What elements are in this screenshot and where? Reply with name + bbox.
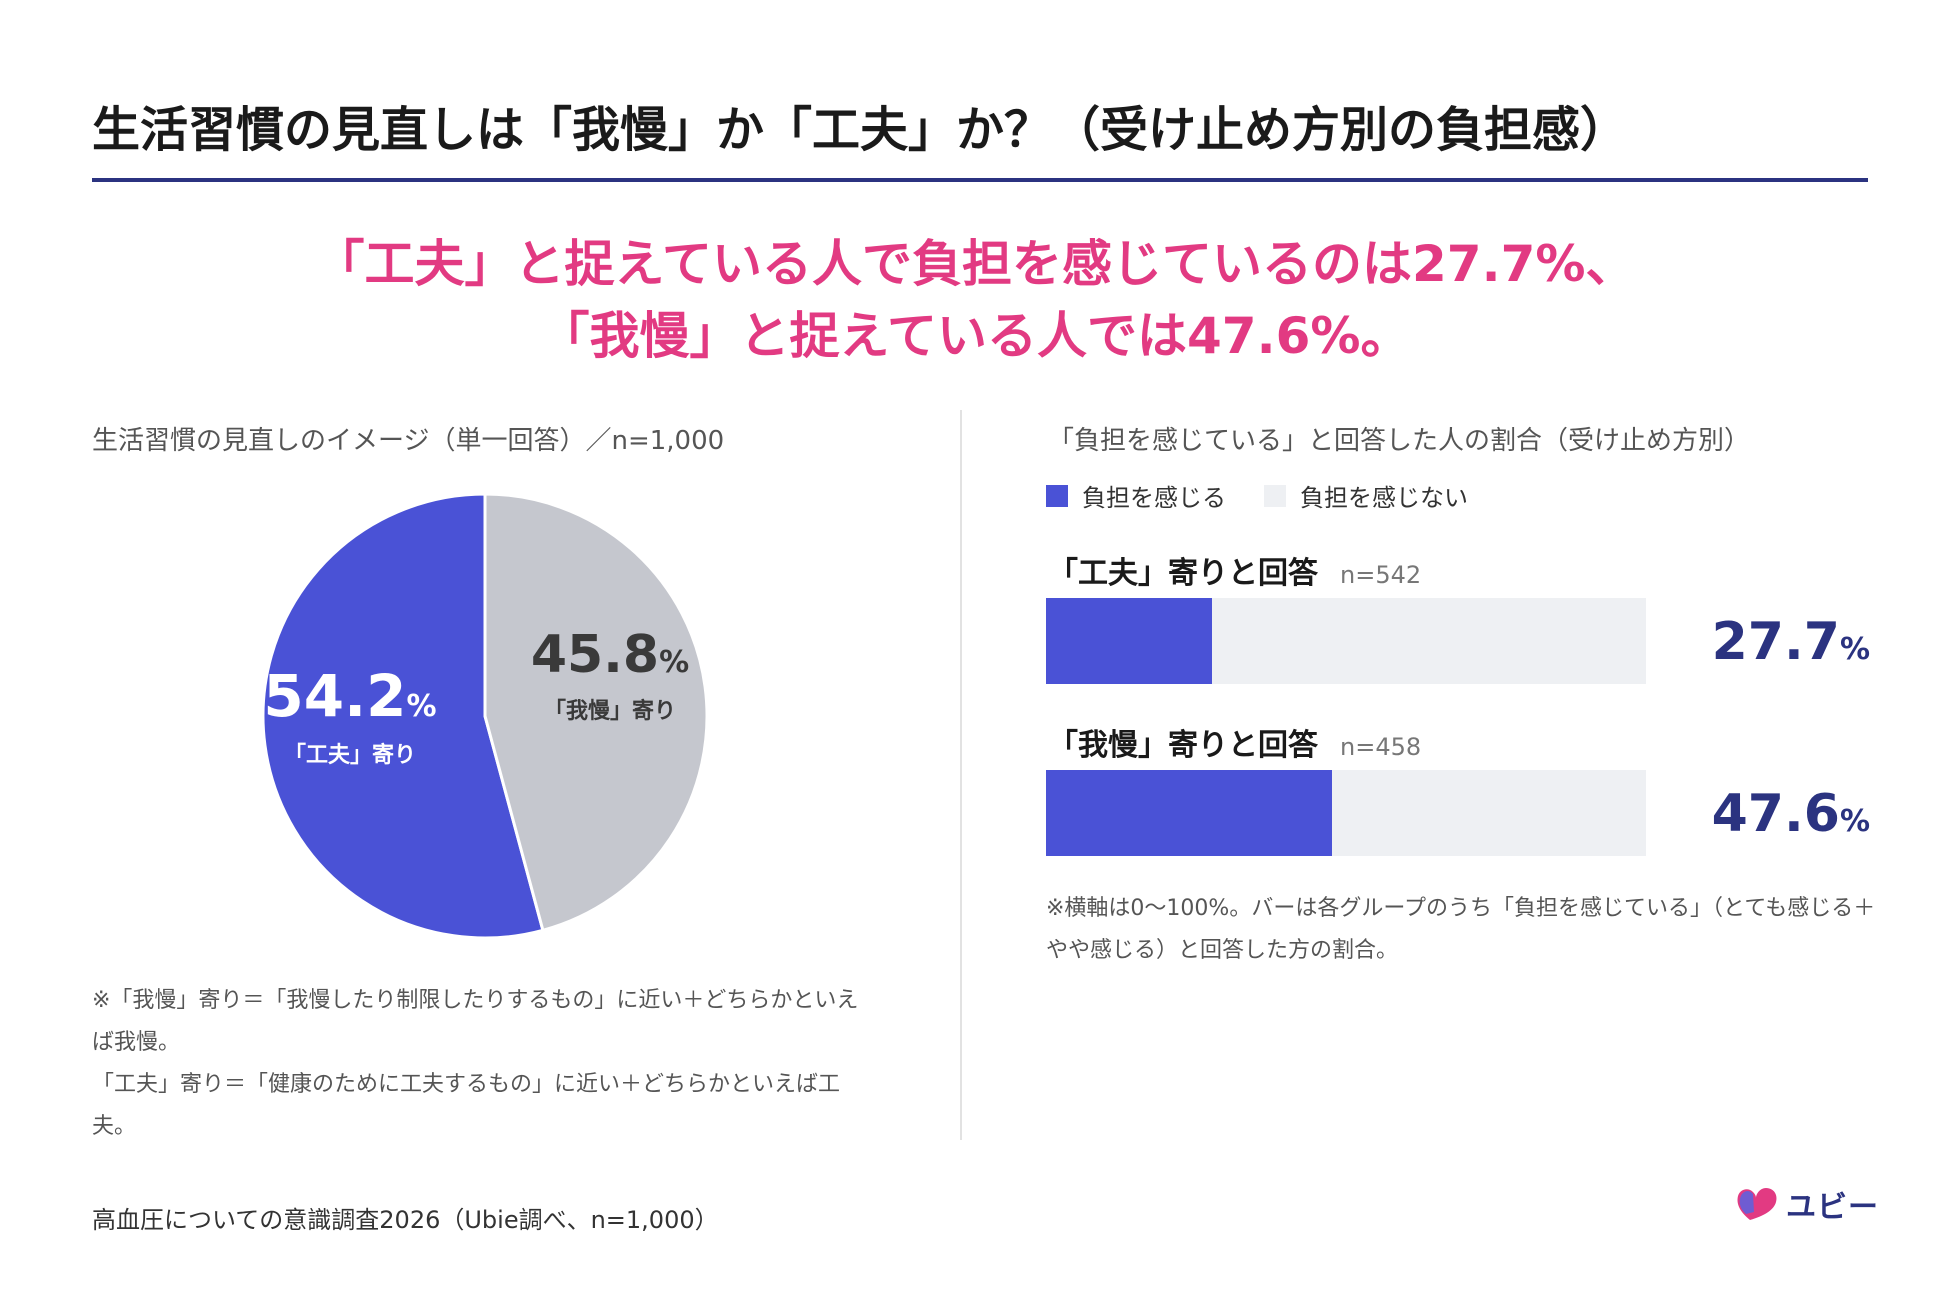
bar-fill-gaman: [1046, 770, 1332, 856]
headline-line-1: 「工夫」と捉えている人で負担を感じているのは27.7%、: [314, 235, 1636, 293]
bar-track-kufu: [1046, 598, 1646, 684]
legend-label-no-burden: 負担を感じない: [1300, 484, 1468, 512]
page-title: 生活習慣の見直しは「我慢」か「工夫」か？（受け止め方別の負担感）: [92, 102, 1629, 158]
bar-group-label-kufu: 「工夫」寄りと回答 n=542: [1048, 548, 1421, 592]
legend-label-burden: 負担を感じる: [1082, 484, 1226, 512]
bar-footnote: ※横軸は0〜100%。バーは各グループのうち「負担を感じている」（とても感じる＋…: [1046, 896, 1876, 963]
title-divider: [92, 178, 1868, 182]
bar-value-kufu: 27.7%: [1680, 612, 1870, 672]
pie-svg: 54.2% 「工夫」寄り 45.8% 「我慢」寄り: [261, 492, 709, 940]
pie-note-2: 「工夫」寄り＝「健康のために工夫するもの」に近い＋どちらかといえば工夫。: [92, 1072, 841, 1139]
bar-value-number-kufu: 27.7: [1711, 612, 1840, 672]
pie-subtitle: 生活習慣の見直しのイメージ（単一回答）／n=1,000: [92, 426, 725, 456]
pie-slice-gaman: [483, 492, 709, 933]
bar-subtitle: 「負担を感じている」と回答した人の割合（受け止め方別）: [1048, 426, 1751, 456]
bar-n-kufu: n=542: [1340, 561, 1422, 589]
bar-value-unit-gaman: %: [1839, 804, 1870, 839]
bar-value-unit-kufu: %: [1839, 632, 1870, 667]
bar-n-gaman: n=458: [1340, 733, 1422, 761]
bar-value-number-gaman: 47.6: [1711, 784, 1840, 844]
pie-value-gaman: 45.8%: [531, 625, 689, 685]
bar-value-gaman: 47.6%: [1680, 784, 1870, 844]
logo-text: ユビー: [1786, 1190, 1879, 1225]
pie-category-kufu: 「工夫」寄り: [284, 742, 416, 768]
pie-category-gaman: 「我慢」寄り: [544, 698, 676, 724]
headline-line-2: 「我慢」と捉えている人では47.6%。: [539, 307, 1411, 365]
bar-group-label-gaman: 「我慢」寄りと回答 n=458: [1048, 720, 1421, 764]
panel-divider: [960, 410, 962, 1140]
legend-swatch-burden: [1046, 484, 1068, 507]
source-note: 高血圧についての意識調査2026（Ubie調べ、n=1,000）: [92, 1206, 719, 1234]
pie-note-1: ※「我慢」寄り＝「我慢したり制限したりするもの」に近い＋どちらかといえば我慢。: [92, 988, 859, 1055]
bar-track-gaman: [1046, 770, 1646, 856]
pie-chart: 54.2% 「工夫」寄り 45.8% 「我慢」寄り: [240, 480, 740, 960]
bar-fill-kufu: [1046, 598, 1213, 684]
headline: 「工夫」と捉えている人で負担を感じているのは27.7%、 「我慢」と捉えている人…: [0, 228, 1950, 372]
heart-icon: [1737, 1188, 1777, 1220]
legend-item-burden: 負担を感じる: [1046, 478, 1226, 513]
pie-notes: ※「我慢」寄り＝「我慢したり制限したりするもの」に近い＋どちらかといえば我慢。 …: [92, 980, 872, 1148]
bar-category-gaman: 「我慢」寄りと回答: [1048, 728, 1318, 763]
legend-item-no-burden: 負担を感じない: [1264, 478, 1468, 513]
bar-category-kufu: 「工夫」寄りと回答: [1048, 556, 1318, 591]
pie-slice-kufu: [261, 492, 545, 940]
bar-legend: 負担を感じる 負担を感じない: [1046, 478, 1492, 513]
legend-swatch-no-burden: [1264, 484, 1286, 507]
ubie-logo: ユビー: [1736, 1182, 1879, 1226]
pie-value-kufu: 54.2%: [263, 662, 436, 730]
